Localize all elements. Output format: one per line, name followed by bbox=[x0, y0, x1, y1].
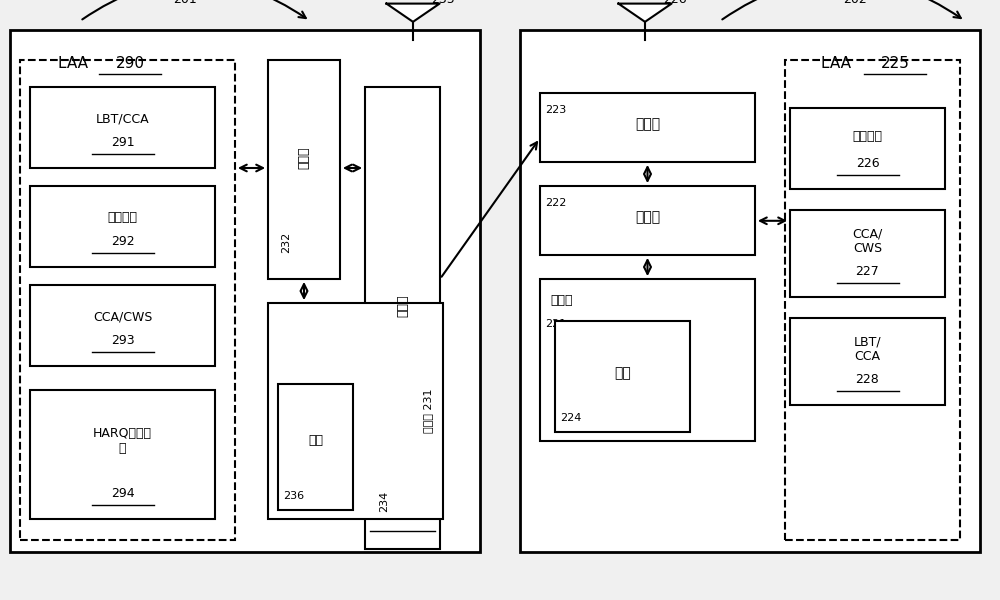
Bar bbox=[520, 30, 980, 552]
Text: 227: 227 bbox=[856, 265, 879, 278]
Text: 处理器: 处理器 bbox=[635, 211, 660, 224]
Bar bbox=[790, 210, 945, 297]
Text: 存储器 231: 存储器 231 bbox=[423, 389, 433, 433]
Text: LAA: LAA bbox=[58, 55, 92, 70]
Text: 221: 221 bbox=[545, 319, 566, 329]
Text: 处理器: 处理器 bbox=[298, 146, 310, 169]
Text: 228: 228 bbox=[856, 373, 879, 386]
Bar bbox=[30, 87, 215, 168]
Text: 236: 236 bbox=[283, 491, 304, 501]
Bar bbox=[540, 93, 755, 162]
Text: 225: 225 bbox=[881, 55, 909, 70]
Text: LBT/
CCA: LBT/ CCA bbox=[854, 335, 881, 364]
Text: 234: 234 bbox=[379, 491, 389, 512]
Bar bbox=[30, 285, 215, 366]
Bar bbox=[278, 384, 353, 510]
Text: 存储器: 存储器 bbox=[550, 294, 572, 307]
Bar bbox=[790, 108, 945, 189]
Bar bbox=[540, 279, 755, 441]
Polygon shape bbox=[386, 4, 440, 22]
Bar bbox=[20, 60, 235, 540]
Text: LBT/CCA: LBT/CCA bbox=[96, 112, 149, 125]
Bar bbox=[785, 60, 960, 540]
Text: 201: 201 bbox=[173, 0, 197, 6]
Text: 291: 291 bbox=[111, 136, 134, 149]
Bar bbox=[555, 321, 690, 432]
Bar bbox=[540, 186, 755, 255]
Text: HARQ测量上
报: HARQ测量上 报 bbox=[93, 427, 152, 455]
Text: CCA/
CWS: CCA/ CWS bbox=[852, 227, 883, 256]
Text: LAA: LAA bbox=[821, 55, 855, 70]
Text: 程序: 程序 bbox=[308, 434, 323, 448]
Polygon shape bbox=[618, 4, 672, 22]
Text: 202: 202 bbox=[843, 0, 867, 6]
Text: 程序: 程序 bbox=[614, 367, 631, 380]
Text: CCA/CWS: CCA/CWS bbox=[93, 310, 152, 323]
Bar bbox=[790, 318, 945, 405]
Text: 信道负载: 信道负载 bbox=[108, 211, 138, 224]
Text: 226: 226 bbox=[663, 0, 687, 6]
Bar bbox=[30, 186, 215, 267]
Text: 222: 222 bbox=[545, 198, 566, 208]
Bar bbox=[30, 390, 215, 519]
Text: 226: 226 bbox=[856, 157, 879, 170]
Bar bbox=[268, 303, 443, 519]
Text: 223: 223 bbox=[545, 105, 566, 115]
Text: 294: 294 bbox=[111, 487, 134, 500]
Bar bbox=[268, 60, 340, 279]
Text: 292: 292 bbox=[111, 235, 134, 248]
Text: 232: 232 bbox=[281, 232, 291, 253]
Text: 224: 224 bbox=[560, 413, 581, 423]
Bar bbox=[365, 87, 440, 549]
Text: 收发器: 收发器 bbox=[635, 118, 660, 131]
Bar bbox=[10, 30, 480, 552]
Text: 收发器: 收发器 bbox=[396, 295, 409, 317]
Text: 293: 293 bbox=[111, 334, 134, 347]
Text: 信道负载: 信道负载 bbox=[852, 130, 883, 143]
Text: 235: 235 bbox=[431, 0, 455, 6]
Text: 290: 290 bbox=[116, 55, 144, 70]
